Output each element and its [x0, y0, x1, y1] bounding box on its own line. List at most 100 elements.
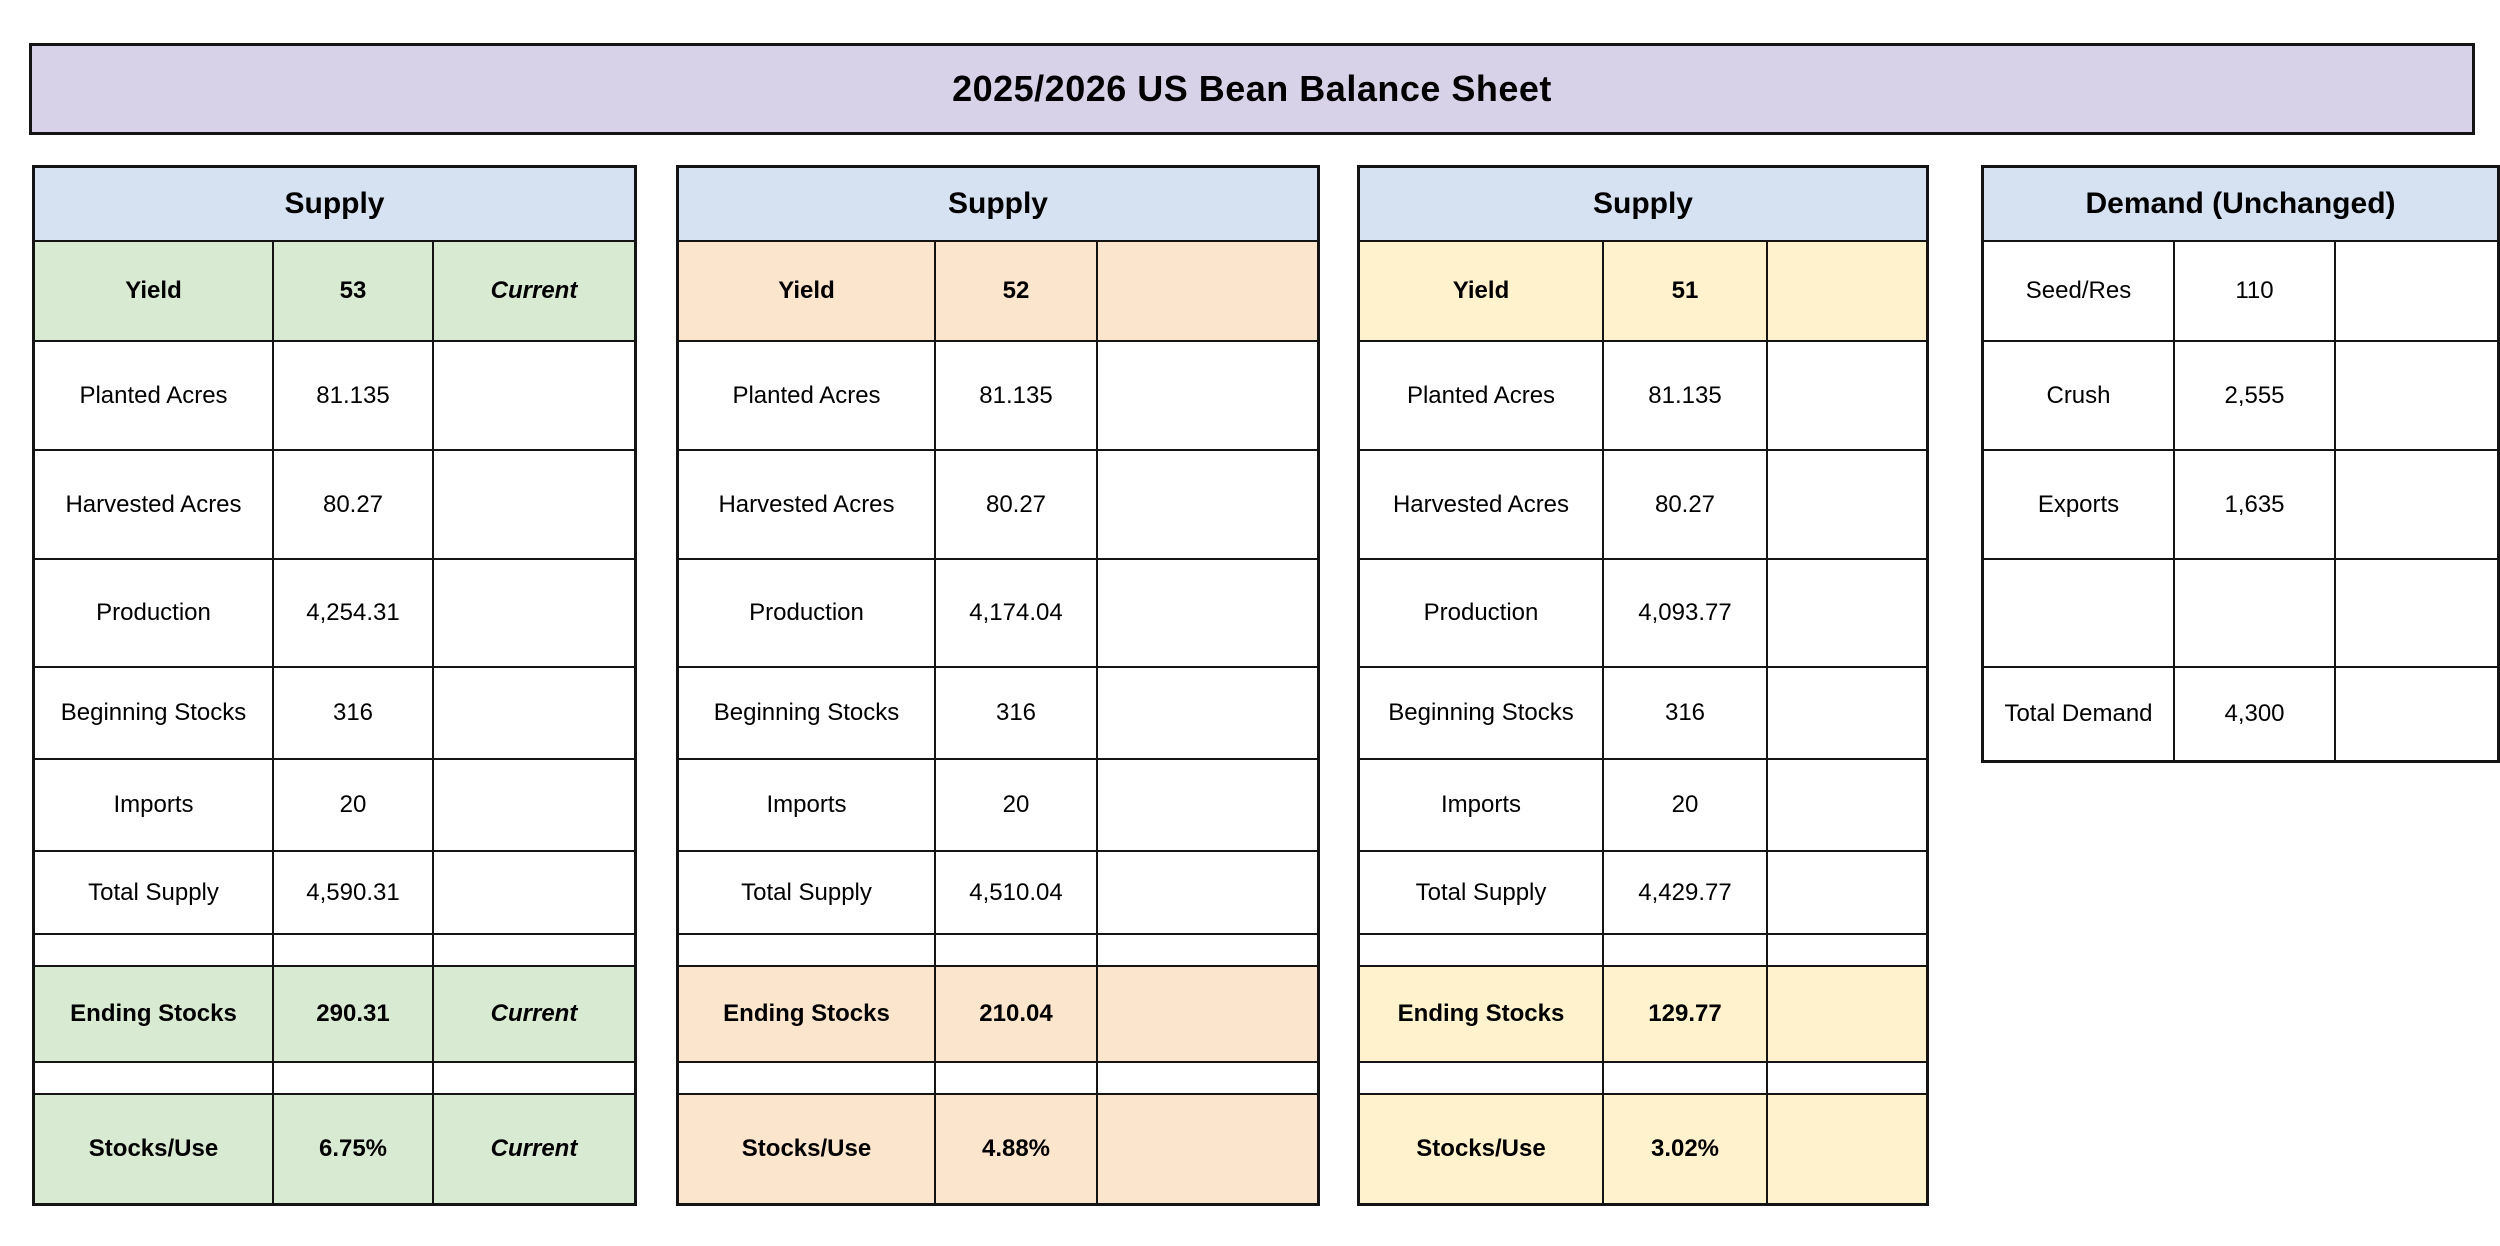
- row-label-cell[interactable]: Production: [35, 560, 274, 668]
- row-label-cell[interactable]: [35, 1063, 274, 1095]
- title-bar[interactable]: 2025/2026 US Bean Balance Sheet: [29, 43, 2475, 135]
- row-value-cell[interactable]: 290.31: [274, 967, 434, 1063]
- row-note-cell[interactable]: [434, 935, 634, 967]
- row-note-cell[interactable]: [1768, 451, 1926, 560]
- row-note-cell[interactable]: [1768, 1063, 1926, 1095]
- row-note-cell[interactable]: [1098, 852, 1317, 935]
- row-note-cell[interactable]: [1098, 1063, 1317, 1095]
- row-label-cell[interactable]: Production: [1360, 560, 1604, 668]
- row-note-cell[interactable]: [1098, 760, 1317, 852]
- row-label-cell[interactable]: Total Supply: [679, 852, 936, 935]
- row-note-cell[interactable]: [1098, 342, 1317, 451]
- row-label-cell[interactable]: Exports: [1984, 451, 2175, 560]
- row-note-cell[interactable]: [1098, 935, 1317, 967]
- row-note-cell[interactable]: [434, 668, 634, 760]
- row-note-cell[interactable]: [434, 560, 634, 668]
- row-value-cell[interactable]: 80.27: [1604, 451, 1768, 560]
- row-note-cell[interactable]: [2336, 668, 2497, 760]
- row-label-cell[interactable]: Ending Stocks: [1360, 967, 1604, 1063]
- row-value-cell[interactable]: 210.04: [936, 967, 1098, 1063]
- row-value-cell[interactable]: [2175, 560, 2336, 668]
- row-value-cell[interactable]: 4,429.77: [1604, 852, 1768, 935]
- row-note-cell[interactable]: [434, 342, 634, 451]
- row-value-cell[interactable]: 129.77: [1604, 967, 1768, 1063]
- row-label-cell[interactable]: Imports: [1360, 760, 1604, 852]
- row-label-cell[interactable]: Beginning Stocks: [679, 668, 936, 760]
- row-label-cell[interactable]: [1984, 560, 2175, 668]
- row-value-cell[interactable]: [1604, 1063, 1768, 1095]
- row-label-cell[interactable]: Ending Stocks: [679, 967, 936, 1063]
- row-value-cell[interactable]: 4,174.04: [936, 560, 1098, 668]
- row-note-cell[interactable]: [1098, 967, 1317, 1063]
- row-label-cell[interactable]: Total Supply: [1360, 852, 1604, 935]
- row-label-cell[interactable]: Stocks/Use: [679, 1095, 936, 1203]
- row-note-cell[interactable]: Current: [434, 242, 634, 342]
- row-note-cell[interactable]: [1098, 1095, 1317, 1203]
- row-value-cell[interactable]: 20: [936, 760, 1098, 852]
- row-label-cell[interactable]: Planted Acres: [35, 342, 274, 451]
- row-label-cell[interactable]: Stocks/Use: [35, 1095, 274, 1203]
- row-note-cell[interactable]: [1768, 967, 1926, 1063]
- row-label-cell[interactable]: Ending Stocks: [35, 967, 274, 1063]
- row-value-cell[interactable]: [936, 1063, 1098, 1095]
- row-value-cell[interactable]: [1604, 935, 1768, 967]
- row-label-cell[interactable]: Crush: [1984, 342, 2175, 451]
- row-label-cell[interactable]: Harvested Acres: [35, 451, 274, 560]
- row-label-cell[interactable]: Seed/Res: [1984, 242, 2175, 342]
- row-value-cell[interactable]: [936, 935, 1098, 967]
- row-label-cell[interactable]: Total Demand: [1984, 668, 2175, 760]
- row-value-cell[interactable]: 4,300: [2175, 668, 2336, 760]
- row-note-cell[interactable]: [2336, 560, 2497, 668]
- row-label-cell[interactable]: Harvested Acres: [679, 451, 936, 560]
- row-value-cell[interactable]: 4,510.04: [936, 852, 1098, 935]
- row-label-cell[interactable]: [679, 1063, 936, 1095]
- row-value-cell[interactable]: 51: [1604, 242, 1768, 342]
- row-note-cell[interactable]: [1768, 560, 1926, 668]
- row-value-cell[interactable]: 316: [1604, 668, 1768, 760]
- row-value-cell[interactable]: 4,590.31: [274, 852, 434, 935]
- row-value-cell[interactable]: 4,093.77: [1604, 560, 1768, 668]
- row-value-cell[interactable]: 81.135: [1604, 342, 1768, 451]
- row-value-cell[interactable]: 80.27: [936, 451, 1098, 560]
- row-note-cell[interactable]: [434, 852, 634, 935]
- row-note-cell[interactable]: [1768, 760, 1926, 852]
- row-value-cell[interactable]: 2,555: [2175, 342, 2336, 451]
- row-note-cell[interactable]: [1098, 451, 1317, 560]
- row-label-cell[interactable]: Yield: [1360, 242, 1604, 342]
- row-note-cell[interactable]: [1768, 852, 1926, 935]
- row-note-cell[interactable]: Current: [434, 1095, 634, 1203]
- row-note-cell[interactable]: Current: [434, 967, 634, 1063]
- row-value-cell[interactable]: 53: [274, 242, 434, 342]
- row-value-cell[interactable]: 316: [274, 668, 434, 760]
- table-header[interactable]: Supply: [679, 168, 1317, 242]
- row-value-cell[interactable]: 81.135: [274, 342, 434, 451]
- row-value-cell[interactable]: 20: [274, 760, 434, 852]
- row-label-cell[interactable]: Imports: [679, 760, 936, 852]
- row-value-cell[interactable]: [274, 935, 434, 967]
- row-label-cell[interactable]: [679, 935, 936, 967]
- row-value-cell[interactable]: 6.75%: [274, 1095, 434, 1203]
- row-value-cell[interactable]: [274, 1063, 434, 1095]
- row-value-cell[interactable]: 110: [2175, 242, 2336, 342]
- row-note-cell[interactable]: [2336, 242, 2497, 342]
- row-label-cell[interactable]: Production: [679, 560, 936, 668]
- row-label-cell[interactable]: Planted Acres: [679, 342, 936, 451]
- row-value-cell[interactable]: 4.88%: [936, 1095, 1098, 1203]
- row-value-cell[interactable]: 1,635: [2175, 451, 2336, 560]
- row-note-cell[interactable]: [434, 1063, 634, 1095]
- row-value-cell[interactable]: 316: [936, 668, 1098, 760]
- row-note-cell[interactable]: [1768, 242, 1926, 342]
- row-label-cell[interactable]: [1360, 1063, 1604, 1095]
- row-value-cell[interactable]: 81.135: [936, 342, 1098, 451]
- row-note-cell[interactable]: [434, 760, 634, 852]
- row-label-cell[interactable]: Planted Acres: [1360, 342, 1604, 451]
- row-label-cell[interactable]: Total Supply: [35, 852, 274, 935]
- row-value-cell[interactable]: 52: [936, 242, 1098, 342]
- row-note-cell[interactable]: [2336, 451, 2497, 560]
- row-note-cell[interactable]: [434, 451, 634, 560]
- row-value-cell[interactable]: 20: [1604, 760, 1768, 852]
- row-note-cell[interactable]: [1098, 242, 1317, 342]
- row-note-cell[interactable]: [1768, 1095, 1926, 1203]
- row-label-cell[interactable]: [35, 935, 274, 967]
- row-note-cell[interactable]: [1098, 560, 1317, 668]
